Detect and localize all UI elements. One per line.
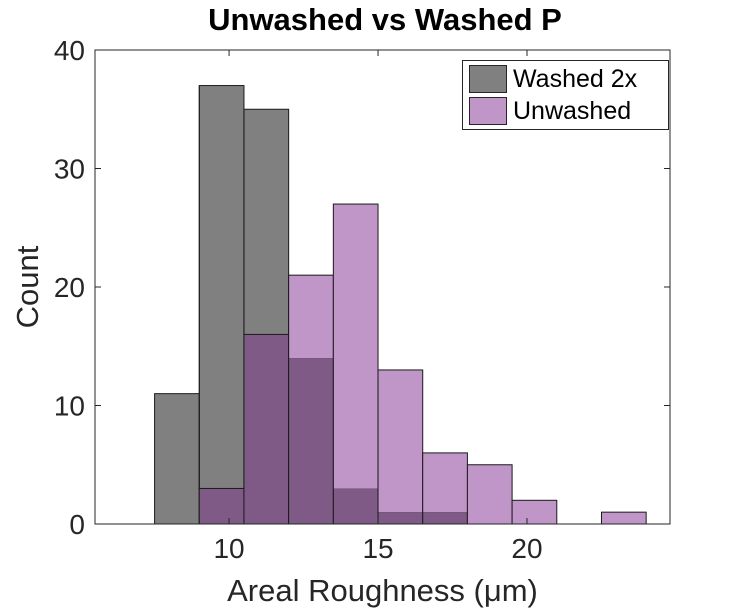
bar-washed-2x: [198, 85, 245, 525]
bar-unwashed-overlap: [333, 488, 379, 524]
bar-unwashed-overlap: [243, 334, 289, 524]
x-tick-label: 15: [362, 533, 393, 564]
chart-title: Unwashed vs Washed P: [208, 2, 562, 37]
bar-unwashed: [288, 275, 334, 359]
bar-unwashed: [422, 452, 468, 513]
bar-unwashed-overlap: [378, 512, 423, 524]
bar-washed-2x: [154, 393, 200, 525]
y-axis-label: Count: [10, 245, 45, 329]
x-axis-label: Areal Roughness (μm): [227, 573, 538, 608]
bar-unwashed-overlap: [422, 512, 468, 524]
y-tick-label: 10: [54, 391, 85, 422]
bar-unwashed: [467, 464, 513, 524]
x-tick-label: 20: [511, 533, 542, 564]
legend-swatch-washed: [469, 65, 507, 93]
legend: Washed 2x Unwashed: [462, 60, 669, 130]
bar-unwashed: [333, 204, 379, 489]
y-tick-label: 0: [69, 509, 85, 540]
y-tick-label: 40: [54, 35, 85, 66]
bar-unwashed: [601, 512, 647, 524]
legend-item-unwashed: Unwashed: [469, 96, 631, 126]
bar-unwashed-overlap: [199, 488, 244, 524]
y-tick-label: 20: [54, 272, 85, 303]
legend-swatch-unwashed: [469, 97, 507, 125]
x-tick-label: 10: [213, 533, 244, 564]
legend-item-washed: Washed 2x: [469, 64, 637, 94]
y-tick-label: 30: [54, 154, 85, 185]
legend-label-washed: Washed 2x: [513, 64, 638, 93]
legend-label-unwashed: Unwashed: [513, 96, 632, 125]
bar-unwashed: [512, 500, 557, 524]
bar-unwashed-overlap: [288, 358, 334, 524]
bar-unwashed: [378, 369, 423, 513]
